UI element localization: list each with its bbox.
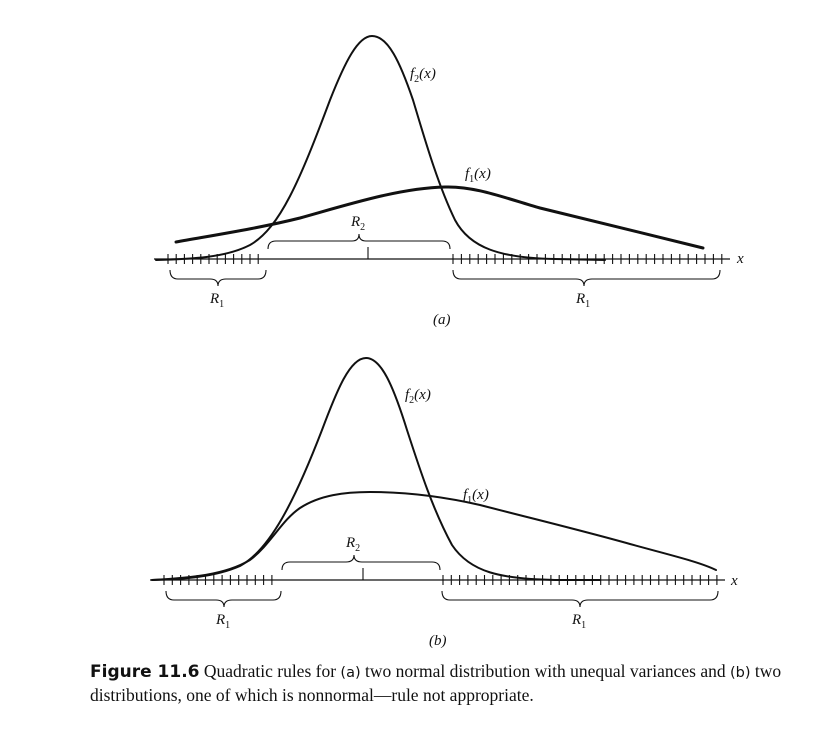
figure-panel-b: f2(x) f1(x) R2 R1 R1 x (b) <box>150 357 738 649</box>
region-r1-right-label: R1 <box>571 612 586 631</box>
panel-label-b: (b) <box>429 633 447 649</box>
region-r1-right-brace <box>452 269 721 287</box>
region-r1-right-brace <box>441 590 719 608</box>
figure-caption: Figure 11.6 Quadratic rules for (a) two … <box>90 660 790 706</box>
region-r2-brace <box>267 233 451 250</box>
figure-label: Figure 11.6 <box>90 662 200 682</box>
axis-ticks-left <box>163 575 273 585</box>
axis-ticks-left <box>167 254 259 264</box>
region-r1-left-label: R1 <box>209 291 224 310</box>
caption-text-1: Quadratic rules for <box>203 661 341 681</box>
axis-x-label: x <box>736 251 744 267</box>
f1-label: f1(x) <box>463 487 489 506</box>
axis-ticks-right <box>442 575 718 585</box>
region-r2-label: R2 <box>350 214 365 233</box>
region-r2-label: R2 <box>345 535 360 554</box>
region-r1-right-label: R1 <box>575 291 590 310</box>
f2-label: f2(x) <box>405 387 431 406</box>
region-r1-left-brace <box>165 590 282 608</box>
region-r1-left-brace <box>169 269 267 287</box>
caption-text-3: two distributions, one of which is nonno… <box>90 661 782 705</box>
region-r2-brace <box>281 554 441 571</box>
f2-label: f2(x) <box>410 66 436 85</box>
caption-ref-b: (b) <box>730 665 751 681</box>
f1-label: f1(x) <box>465 166 491 185</box>
caption-text-2: two normal distribution with unequal var… <box>360 661 730 681</box>
f2-curve <box>151 357 601 581</box>
f1-curve <box>151 491 717 581</box>
region-r1-left-label: R1 <box>215 612 230 631</box>
f1-curve <box>174 185 705 250</box>
axis-x-label: x <box>730 573 738 589</box>
f2-curve <box>155 35 606 261</box>
figure-panel-a: f2(x) f1(x) R2 R1 R1 x (a) <box>154 35 744 328</box>
axis-ticks-right <box>452 254 723 264</box>
panel-label-a: (a) <box>433 312 451 328</box>
caption-ref-a: (a) <box>340 665 361 681</box>
